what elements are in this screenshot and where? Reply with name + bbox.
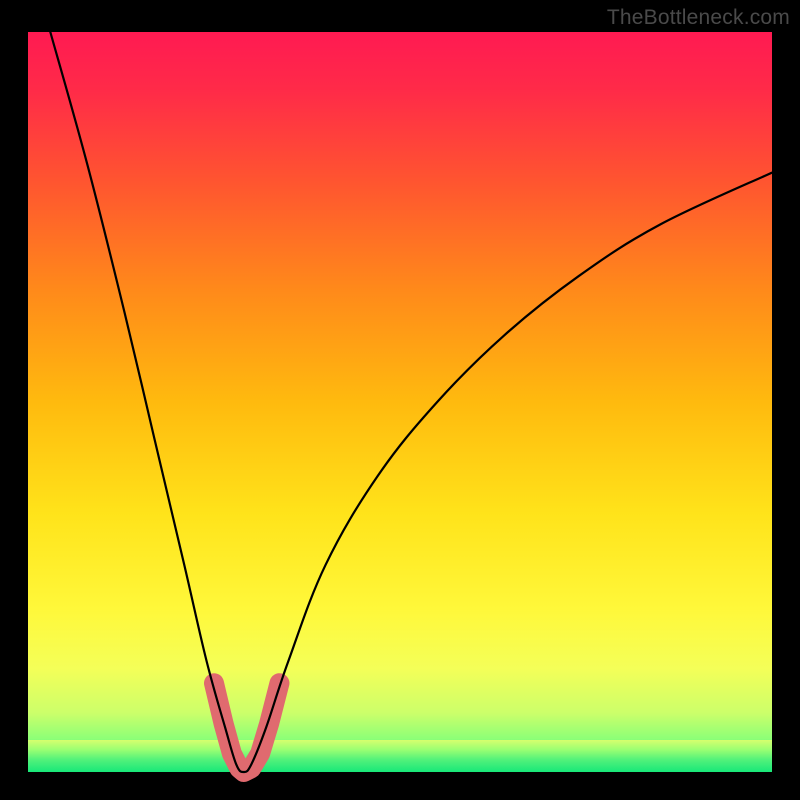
bottom-green-band xyxy=(28,740,772,772)
bottleneck-chart xyxy=(0,0,800,800)
watermark-text: TheBottleneck.com xyxy=(607,6,790,30)
plot-background-gradient xyxy=(28,32,772,772)
outer-frame: TheBottleneck.com xyxy=(0,0,800,800)
